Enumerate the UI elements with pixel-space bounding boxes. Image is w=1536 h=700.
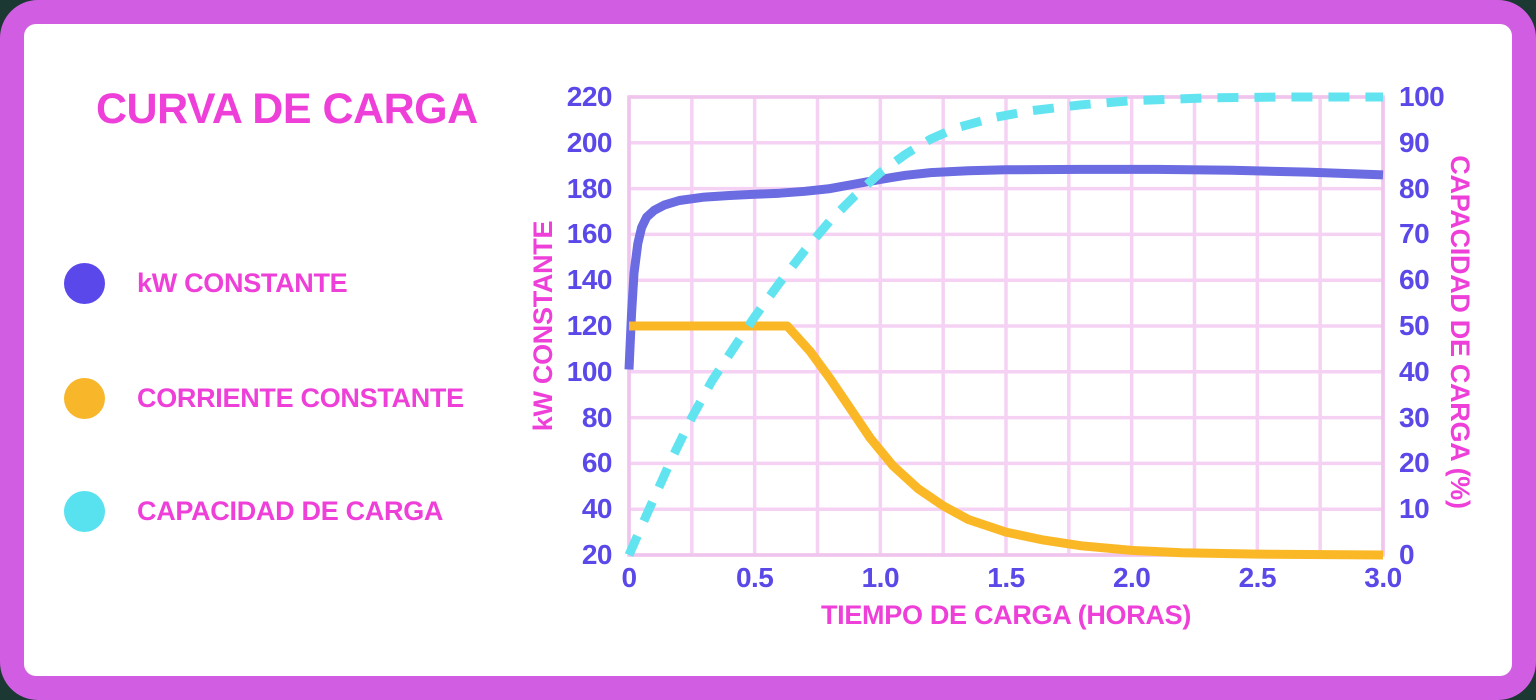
y-left-tick-label: 60 [581,447,613,479]
x-tick-label: 0 [621,562,637,593]
y-right-tick-label: 20 [1399,447,1430,479]
x-tick-label: 3.0 [1364,562,1402,593]
y-axis-left-title: kW CONSTANTE [528,220,558,432]
legend-item-corriente-constante: CORRIENTE CONSTANTE [64,377,464,419]
kw-constante-swatch-icon [64,262,105,304]
y-axis-right-title: CAPACIDAD DE CARGA (%) [1445,155,1475,509]
x-axis-title: TIEMPO DE CARGA (HORAS) [820,600,1192,630]
x-tick-label: 1.0 [861,562,900,593]
card [24,24,1512,676]
legend-label-corriente-constante: CORRIENTE CONSTANTE [137,382,464,413]
y-right-tick-label: 40 [1399,355,1430,387]
y-left-tick-label: 100 [566,355,613,387]
legend-item-capacidad-de-carga: CAPACIDAD DE CARGA [64,490,443,532]
y-right-tick-label: 50 [1399,310,1430,341]
y-left-tick-label: 140 [566,264,613,296]
legend-label-kw-constante: kW CONSTANTE [137,267,348,298]
capacidad-de-carga-swatch-icon [64,490,105,532]
y-right-tick-label: 90 [1399,126,1430,158]
y-right-tick-label: 100 [1399,81,1445,112]
y-left-tick-label: 180 [566,172,613,204]
y-right-tick-label: 10 [1399,493,1430,525]
y-left-tick-label: 200 [566,126,613,158]
y-right-tick-label: 0 [1399,539,1415,570]
corriente-constante-swatch-icon [64,377,105,419]
series-kw-constante [624,164,1384,370]
y-right-tick-label: 60 [1399,264,1430,296]
y-left-tick-label: 120 [566,310,613,341]
legend-label-capacidad-de-carga: CAPACIDAD DE CARGA [137,495,444,526]
x-tick-label: 0.5 [735,562,774,593]
x-tick-label: 2.0 [1112,562,1151,593]
legend-item-kw-constante: kW CONSTANTE [64,262,348,304]
series-capacidad-de-carga [624,92,1383,557]
y-right-tick-label: 80 [1399,172,1430,204]
x-tick-label: 2.5 [1238,562,1277,593]
y-left-tick-label: 20 [581,539,613,570]
legend: kW CONSTANTE CORRIENTE CONSTANTE CAPACID… [64,0,544,560]
series-corriente-constante [629,321,1384,560]
y-left-tick-label: 80 [581,401,613,433]
x-tick-label: 1.5 [987,562,1025,593]
y-left-tick-label: 160 [566,218,613,250]
page-title: CURVA DE CARGA [96,85,478,133]
y-left-tick-label: 220 [566,81,613,112]
y-right-tick-label: 30 [1399,401,1430,433]
y-right-tick-label: 70 [1399,218,1430,250]
y-left-tick-label: 40 [581,493,613,525]
